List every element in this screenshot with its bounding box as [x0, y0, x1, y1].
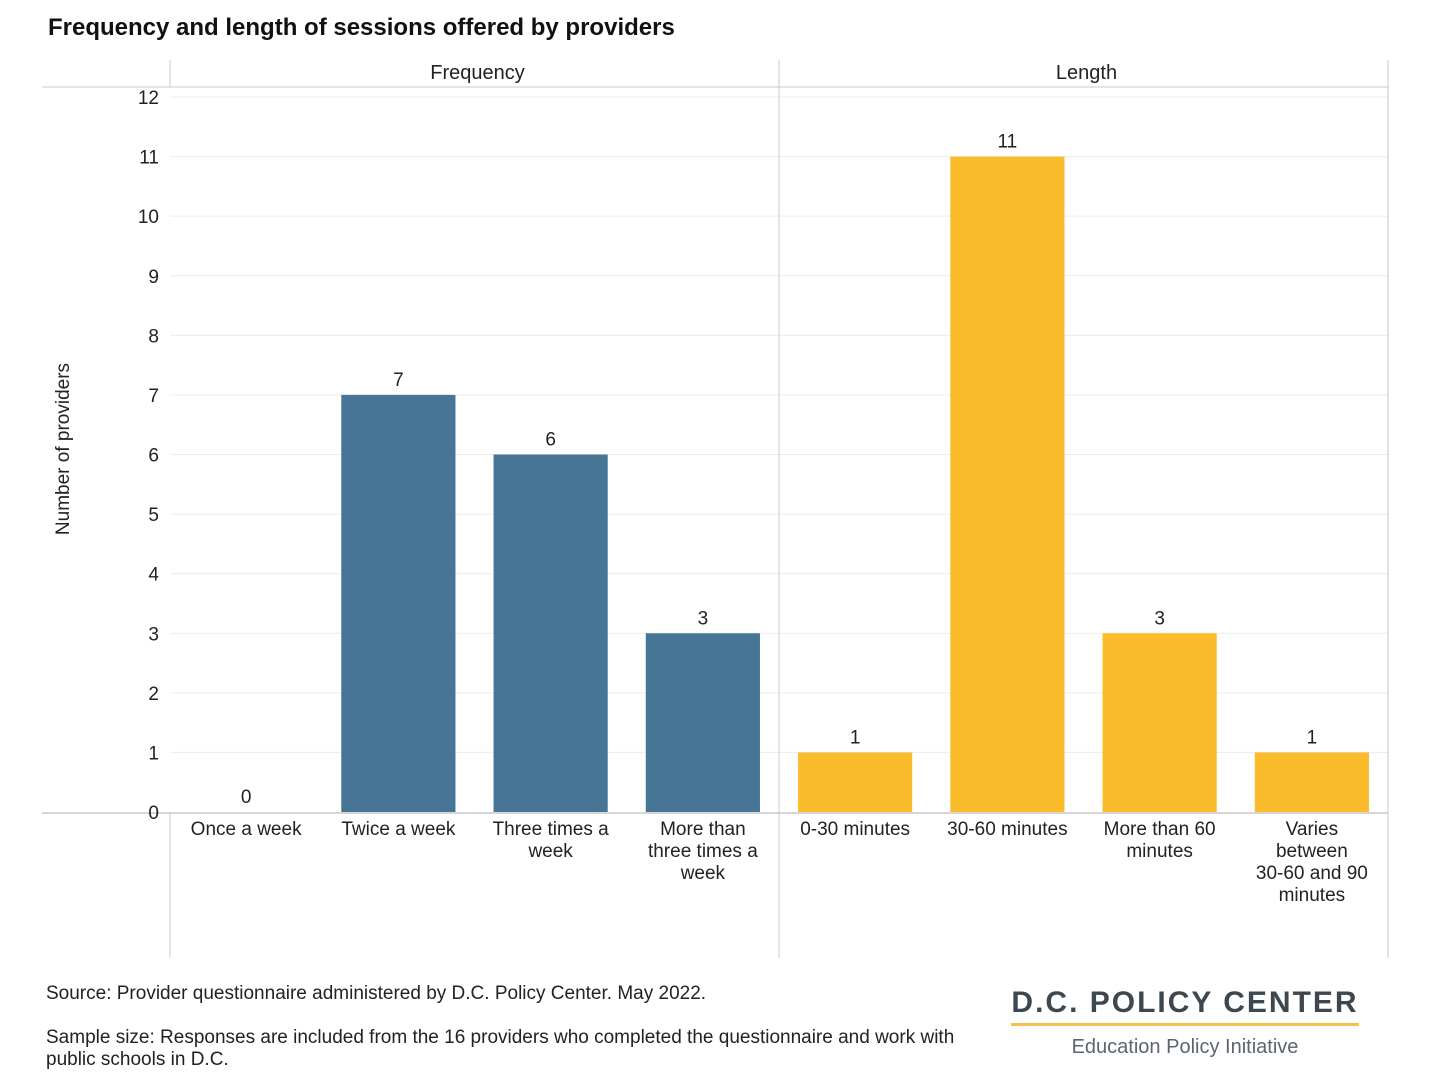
y-axis-title: Number of providers — [53, 363, 74, 535]
y-tick-label: 11 — [139, 148, 159, 169]
panel-header: Frequency — [430, 62, 525, 84]
y-tick-label: 3 — [148, 624, 159, 645]
x-tick-label: week — [680, 863, 726, 884]
value-label: 11 — [998, 132, 1018, 153]
value-label: 7 — [393, 370, 404, 391]
bar — [645, 633, 760, 812]
value-label: 1 — [1307, 727, 1318, 748]
x-tick-label: between — [1276, 841, 1348, 862]
x-tick-label: minutes — [1126, 841, 1193, 862]
value-label: 0 — [241, 787, 252, 808]
y-tick-label: 1 — [148, 743, 159, 764]
chart-frame — [42, 60, 1389, 958]
y-tick-label: 8 — [148, 326, 159, 347]
y-tick-label: 5 — [148, 505, 159, 526]
x-tick-label: 30-60 and 90 — [1256, 863, 1368, 884]
logo-subtitle: Education Policy Initiative — [1071, 1036, 1299, 1058]
x-tick-label: More than 60 — [1104, 819, 1216, 840]
value-label: 6 — [545, 430, 556, 451]
x-tick-label: week — [527, 841, 573, 862]
panel-header: Length — [1056, 62, 1117, 84]
bar — [950, 156, 1065, 813]
value-label: 3 — [698, 608, 709, 629]
x-tick-label: Three times a — [493, 819, 610, 840]
x-tick-label: More than — [660, 819, 746, 840]
x-tick-label: 30-60 minutes — [947, 819, 1067, 840]
x-tick-label: minutes — [1279, 885, 1346, 906]
y-tick-label: 0 — [148, 803, 159, 824]
y-tick-label: 7 — [148, 386, 159, 407]
logo-name: D.C. POLICY CENTER — [1011, 986, 1359, 1026]
x-tick-label: Twice a week — [341, 819, 456, 840]
bar — [1254, 752, 1369, 812]
bars — [341, 156, 1369, 813]
x-tick-label: 0-30 minutes — [800, 819, 910, 840]
source-note: Source: Provider questionnaire administe… — [46, 983, 707, 1004]
bar — [493, 454, 608, 812]
sample-size-note: Sample size: Responses are included from… — [46, 1027, 955, 1070]
x-tick-label: three times a — [648, 841, 758, 862]
dc-policy-center-logo: D.C. POLICY CENTER Education Policy Init… — [1010, 986, 1360, 1059]
value-label: 3 — [1154, 608, 1165, 629]
y-tick-label: 6 — [148, 446, 159, 467]
bar — [341, 394, 456, 812]
y-tick-label: 10 — [138, 207, 159, 228]
y-tick-label: 2 — [148, 684, 159, 705]
y-tick-label: 9 — [148, 267, 159, 288]
x-tick-label: Once a week — [191, 819, 302, 840]
y-tick-label: 4 — [148, 565, 159, 586]
bar — [1102, 633, 1217, 812]
y-tick-label: 12 — [138, 88, 159, 109]
chart-title: Frequency and length of sessions offered… — [48, 14, 675, 41]
value-label: 1 — [850, 727, 861, 748]
x-tick-label: Varies — [1286, 819, 1338, 840]
bar — [798, 752, 913, 812]
